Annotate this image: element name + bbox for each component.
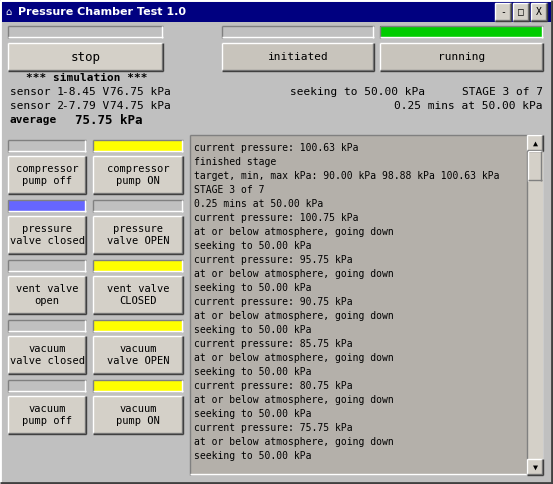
Text: seeking to 50.00 kPa: seeking to 50.00 kPa: [194, 409, 311, 419]
Text: current pressure: 85.75 kPa: current pressure: 85.75 kPa: [194, 339, 353, 349]
Text: current pressure: 100.63 kPa: current pressure: 100.63 kPa: [194, 143, 358, 153]
Bar: [531, 3, 547, 21]
Text: sensor 1: sensor 1: [10, 87, 64, 97]
Bar: [8, 216, 86, 254]
Text: STAGE 3 of 7: STAGE 3 of 7: [462, 87, 543, 97]
Text: ▲: ▲: [533, 138, 538, 148]
Bar: [93, 320, 183, 332]
Text: -: -: [500, 7, 506, 17]
Bar: [93, 336, 183, 374]
Bar: [93, 200, 183, 212]
Bar: [527, 135, 543, 475]
Bar: [8, 336, 86, 374]
Text: current pressure: 95.75 kPa: current pressure: 95.75 kPa: [194, 255, 353, 265]
Text: current pressure: 75.75 kPa: current pressure: 75.75 kPa: [194, 423, 353, 433]
Text: 74.75 kPa: 74.75 kPa: [110, 101, 171, 111]
Bar: [93, 216, 183, 254]
Bar: [8, 140, 86, 152]
Text: vacuum
valve OPEN: vacuum valve OPEN: [107, 344, 169, 366]
Text: seeking to 50.00 kPa: seeking to 50.00 kPa: [194, 367, 311, 377]
Bar: [513, 3, 529, 21]
Bar: [93, 156, 183, 194]
Bar: [380, 26, 543, 38]
Text: stop: stop: [70, 50, 101, 63]
Bar: [8, 276, 86, 314]
Text: STAGE 3 of 7: STAGE 3 of 7: [194, 185, 264, 195]
Bar: [8, 200, 86, 212]
Text: at or below atmosphere, going down: at or below atmosphere, going down: [194, 227, 394, 237]
Text: seeking to 50.00 kPa: seeking to 50.00 kPa: [194, 451, 311, 461]
Bar: [93, 260, 183, 272]
Bar: [222, 43, 374, 71]
Bar: [8, 260, 86, 272]
Text: seeking to 50.00 kPa: seeking to 50.00 kPa: [290, 87, 425, 97]
Text: at or below atmosphere, going down: at or below atmosphere, going down: [194, 353, 394, 363]
Text: -7.79 V: -7.79 V: [62, 101, 109, 111]
Bar: [528, 151, 542, 181]
Text: 0.25 mins at 50.00 kPa: 0.25 mins at 50.00 kPa: [394, 101, 543, 111]
Text: *** simulation ***: *** simulation ***: [26, 73, 148, 83]
Text: finished stage: finished stage: [194, 157, 276, 167]
Text: current pressure: 90.75 kPa: current pressure: 90.75 kPa: [194, 297, 353, 307]
Text: -8.45 V: -8.45 V: [62, 87, 109, 97]
Text: vent valve
CLOSED: vent valve CLOSED: [107, 284, 169, 306]
Bar: [8, 26, 163, 38]
Text: at or below atmosphere, going down: at or below atmosphere, going down: [194, 437, 394, 447]
Bar: [8, 43, 163, 71]
Text: 75.75 kPa: 75.75 kPa: [75, 114, 143, 126]
Text: ⌂: ⌂: [5, 7, 11, 17]
Text: 0.25 mins at 50.00 kPa: 0.25 mins at 50.00 kPa: [194, 199, 324, 209]
Text: at or below atmosphere, going down: at or below atmosphere, going down: [194, 395, 394, 405]
Text: ▼: ▼: [533, 463, 538, 471]
Text: sensor 2: sensor 2: [10, 101, 64, 111]
Bar: [8, 156, 86, 194]
Bar: [93, 140, 183, 152]
Text: vacuum
pump off: vacuum pump off: [22, 404, 72, 426]
Text: pressure
valve closed: pressure valve closed: [9, 224, 85, 246]
Bar: [380, 43, 543, 71]
Bar: [527, 459, 543, 475]
Text: at or below atmosphere, going down: at or below atmosphere, going down: [194, 269, 394, 279]
Bar: [93, 276, 183, 314]
Text: current pressure: 80.75 kPa: current pressure: 80.75 kPa: [194, 381, 353, 391]
Text: average: average: [10, 115, 58, 125]
Bar: [495, 3, 511, 21]
Text: seeking to 50.00 kPa: seeking to 50.00 kPa: [194, 325, 311, 335]
Text: seeking to 50.00 kPa: seeking to 50.00 kPa: [194, 283, 311, 293]
Text: running: running: [438, 52, 485, 62]
Bar: [8, 396, 86, 434]
Text: compressor
pump off: compressor pump off: [15, 164, 79, 186]
Text: seeking to 50.00 kPa: seeking to 50.00 kPa: [194, 241, 311, 251]
Bar: [2, 2, 551, 22]
Text: pressure
valve OPEN: pressure valve OPEN: [107, 224, 169, 246]
Text: compressor
pump ON: compressor pump ON: [107, 164, 169, 186]
Text: Pressure Chamber Test 1.0: Pressure Chamber Test 1.0: [18, 7, 186, 17]
Text: 76.75 kPa: 76.75 kPa: [110, 87, 171, 97]
Bar: [8, 380, 86, 392]
Bar: [93, 396, 183, 434]
Text: vacuum
pump ON: vacuum pump ON: [116, 404, 160, 426]
Text: initiated: initiated: [268, 52, 328, 62]
Bar: [190, 135, 543, 475]
Bar: [527, 135, 543, 151]
Text: target, min, max kPa: 90.00 kPa 98.88 kPa 100.63 kPa: target, min, max kPa: 90.00 kPa 98.88 kP…: [194, 171, 499, 181]
Bar: [222, 26, 374, 38]
Text: vacuum
valve closed: vacuum valve closed: [9, 344, 85, 366]
Bar: [93, 380, 183, 392]
Text: vent valve
open: vent valve open: [15, 284, 79, 306]
Text: current pressure: 100.75 kPa: current pressure: 100.75 kPa: [194, 213, 358, 223]
Text: X: X: [536, 7, 542, 17]
Text: at or below atmosphere, going down: at or below atmosphere, going down: [194, 311, 394, 321]
Bar: [8, 320, 86, 332]
Text: □: □: [518, 7, 524, 17]
